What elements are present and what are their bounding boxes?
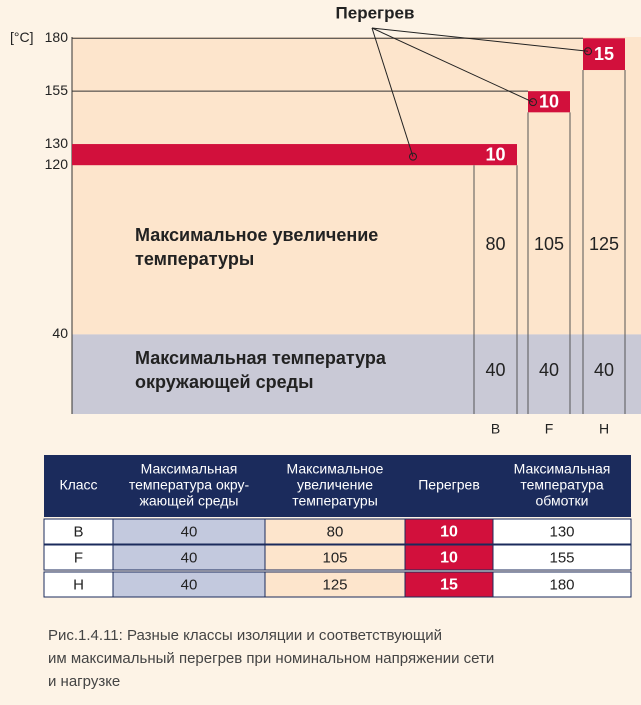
cell-text: 155	[549, 549, 574, 566]
overheat-value: 15	[594, 44, 614, 64]
overheat-value: 10	[539, 92, 559, 112]
header-cell: увеличение	[297, 477, 373, 493]
header-cell: Максимальное	[287, 461, 384, 477]
cell-text: 10	[440, 524, 458, 541]
pointer	[371, 27, 414, 157]
table-cell	[264, 571, 406, 598]
header-cell: Класс	[59, 477, 97, 493]
y-tick-label: 120	[45, 156, 69, 172]
pointer	[371, 27, 589, 52]
cell-text: B	[73, 523, 83, 540]
class-label: H	[599, 421, 609, 437]
header-cell: обмотки	[536, 493, 589, 509]
rise-value: 105	[534, 234, 564, 254]
pointer	[371, 27, 534, 103]
rise-label: Максимальное увеличение	[135, 225, 378, 245]
ambient-label: Максимальная температура	[135, 348, 387, 368]
y-tick-label: 180	[45, 29, 69, 45]
class-label: B	[491, 421, 500, 437]
cell-text: 180	[549, 576, 574, 593]
table-header	[44, 455, 631, 517]
header-cell: Максимальная	[514, 461, 611, 477]
cell-text: 10	[440, 550, 458, 567]
cell-text: 15	[440, 577, 458, 594]
table-cell	[43, 571, 114, 598]
caption: им максимальный перегрев при номинальном…	[48, 650, 494, 667]
header-cell: температуры	[292, 493, 378, 509]
cell-text: H	[73, 576, 84, 593]
rise-label: температуры	[135, 249, 254, 269]
y-tick-label: 155	[45, 82, 69, 98]
header-cell: Перегрев	[418, 477, 480, 493]
cell-text: 125	[322, 576, 347, 593]
table-cell	[264, 544, 406, 571]
table-cell	[404, 518, 494, 545]
ambient-area	[72, 334, 641, 414]
table-cell	[404, 571, 494, 598]
table-cell	[112, 518, 266, 545]
y-tick-label: 40	[52, 325, 68, 341]
ambient-value: 40	[485, 360, 505, 380]
y-tick-label: 130	[45, 135, 69, 151]
cell-text: 130	[549, 523, 574, 540]
pointer-dot	[584, 47, 592, 56]
ambient-label: окружающей среды	[135, 372, 313, 392]
pointer-dot	[409, 152, 417, 161]
caption: и нагрузке	[48, 673, 120, 690]
cell-text: F	[74, 549, 83, 566]
rise-area	[72, 37, 641, 335]
overheat-bar	[72, 144, 517, 166]
ambient-value: 40	[594, 360, 614, 380]
header-cell: температура	[520, 477, 603, 493]
cell-text: 80	[327, 523, 344, 540]
cell-text: 40	[181, 576, 198, 593]
table-cell	[492, 571, 632, 598]
cell-text: 105	[322, 549, 347, 566]
overheat-bar	[528, 91, 570, 113]
header-cell: температура окру-	[129, 477, 250, 493]
class-label: F	[545, 421, 554, 437]
ambient-value: 40	[539, 360, 559, 380]
table-cell	[43, 544, 114, 571]
caption: Рис.1.4.11: Разные классы изоляции и соо…	[48, 627, 442, 644]
table-cell	[492, 544, 632, 571]
header-cell: Максимальная	[141, 461, 238, 477]
table-cell	[112, 571, 266, 598]
cell-text: 40	[181, 523, 198, 540]
cell-text: 40	[181, 549, 198, 566]
header-cell: жающей среды	[139, 493, 238, 509]
overheat-value: 10	[485, 144, 505, 164]
unit-label: [°C]	[10, 29, 34, 45]
rise-value: 80	[485, 234, 505, 254]
table-cell	[492, 518, 632, 545]
pointer-dot	[529, 98, 537, 107]
rise-value: 125	[589, 234, 619, 254]
overheat-title: Перегрев	[336, 3, 415, 22]
